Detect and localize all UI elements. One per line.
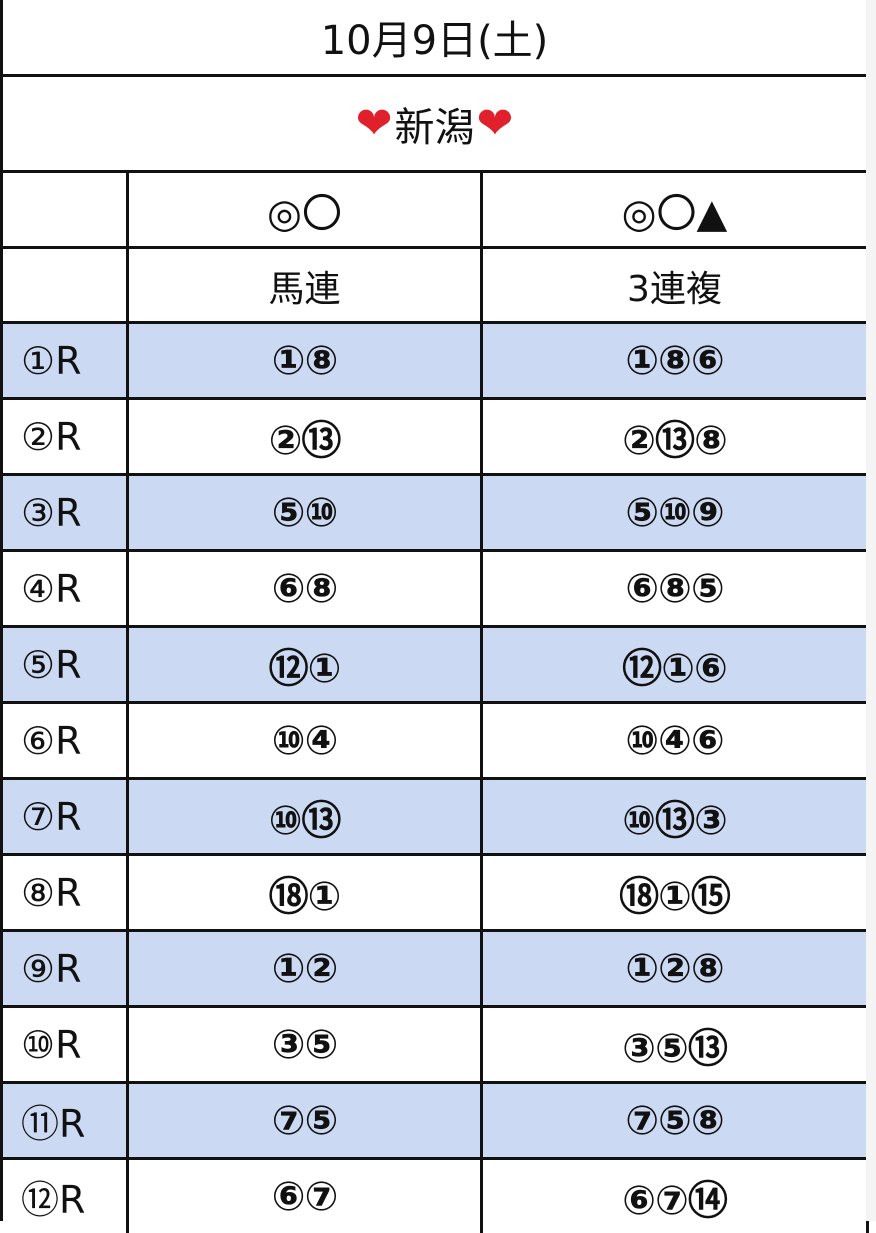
heart-icon: ❤	[355, 98, 393, 149]
sanrenpuku-pick: ⑦⑤⑧	[483, 1084, 869, 1157]
table-row: ⑪R ⑦⑤ ⑦⑤⑧	[3, 1081, 869, 1157]
venue-name: 新潟	[394, 104, 475, 151]
umaren-pick: ⑦⑤	[129, 1084, 483, 1157]
umaren-pick: ①②	[129, 932, 483, 1005]
sanrenpuku-pick: ⑥⑧⑤	[483, 552, 869, 625]
date-title-text: 10月9日(土)	[320, 18, 549, 64]
race-number: ⑧R	[3, 856, 129, 929]
sanrenpuku-pick: ⑩④⑥	[483, 704, 869, 777]
heart-icon: ❤	[476, 98, 514, 149]
umaren-pick: ⑱①	[129, 856, 483, 929]
race-number: ⑩R	[3, 1008, 129, 1081]
sanrenpuku-pick: ⑫①⑥	[483, 628, 869, 701]
table-row: ③R ⑤⑩ ⑤⑩⑨	[3, 473, 869, 549]
sanrenpuku-pick: ②⑬⑧	[483, 400, 869, 473]
race-number: ⑨R	[3, 932, 129, 1005]
umaren-pick: ②⑬	[129, 400, 483, 473]
umaren-pick: ⑥⑧	[129, 552, 483, 625]
sanrenpuku-pick: ⑱①⑮	[483, 856, 869, 929]
table-row: ②R ②⑬ ②⑬⑧	[3, 397, 869, 473]
umaren-pick: ⑤⑩	[129, 476, 483, 549]
sanrenpuku-pick: ⑤⑩⑨	[483, 476, 869, 549]
table-row: ⑦R ⑩⑬ ⑩⑬③	[3, 777, 869, 853]
table-row: ⑥R ⑩④ ⑩④⑥	[3, 701, 869, 777]
race-number: ⑤R	[3, 628, 129, 701]
race-number: ⑫R	[3, 1160, 129, 1233]
umaren-pick: ③⑤	[129, 1008, 483, 1081]
page-edge	[866, 0, 876, 1221]
umaren-pick: ⑩⑬	[129, 780, 483, 853]
bet-type-sanrenpuku: 3連複	[483, 249, 869, 322]
empty-cell	[3, 173, 129, 246]
date-title: 10月9日(土)	[3, 0, 869, 74]
table-row: ⑨R ①② ①②⑧	[3, 929, 869, 1005]
symbols-umaren: ◎〇	[129, 173, 483, 246]
race-number: ②R	[3, 400, 129, 473]
race-number: ⑪R	[3, 1084, 129, 1157]
race-number: ⑥R	[3, 704, 129, 777]
empty-cell	[3, 249, 129, 322]
table-row: ⑩R ③⑤ ③⑤⑬	[3, 1005, 869, 1081]
umaren-pick: ⑩④	[129, 704, 483, 777]
bet-type-umaren: 馬連	[129, 249, 483, 322]
bet-type-header-row: 馬連 3連複	[3, 246, 869, 322]
table-row: ⑧R ⑱① ⑱①⑮	[3, 853, 869, 929]
sanrenpuku-pick: ③⑤⑬	[483, 1008, 869, 1081]
table-row: ①R ①⑧ ①⑧⑥	[3, 321, 869, 397]
sanrenpuku-pick: ①②⑧	[483, 932, 869, 1005]
race-number: ⑦R	[3, 780, 129, 853]
table-row: ④R ⑥⑧ ⑥⑧⑤	[3, 549, 869, 625]
umaren-pick: ⑥⑦	[129, 1160, 483, 1233]
race-number: ①R	[3, 324, 129, 397]
table-row: ⑫R ⑥⑦ ⑥⑦⑭	[3, 1157, 869, 1233]
umaren-pick: ⑫①	[129, 628, 483, 701]
sanrenpuku-pick: ①⑧⑥	[483, 324, 869, 397]
sanrenpuku-pick: ⑥⑦⑭	[483, 1160, 869, 1233]
symbol-header-row: ◎〇 ◎〇▲	[3, 170, 869, 246]
symbols-sanrenpuku: ◎〇▲	[483, 173, 869, 246]
sanrenpuku-pick: ⑩⑬③	[483, 780, 869, 853]
table-row: ⑤R ⑫① ⑫①⑥	[3, 625, 869, 701]
umaren-pick: ①⑧	[129, 324, 483, 397]
race-number: ③R	[3, 476, 129, 549]
race-number: ④R	[3, 552, 129, 625]
venue-header: ❤ 新潟 ❤	[3, 74, 869, 170]
